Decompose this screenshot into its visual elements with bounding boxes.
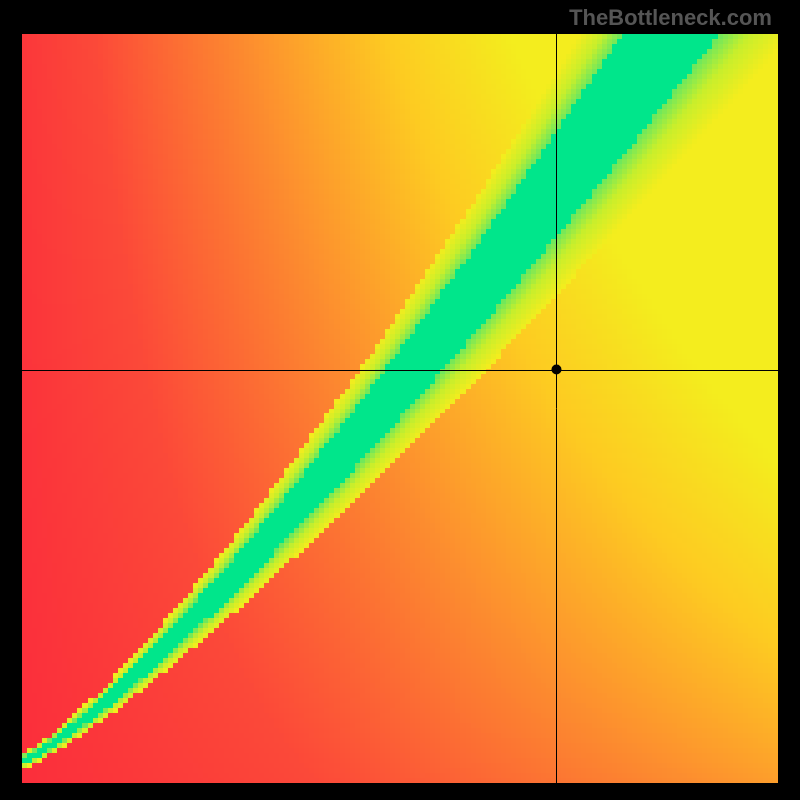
watermark-text: TheBottleneck.com xyxy=(569,5,772,31)
chart-container: TheBottleneck.com xyxy=(0,0,800,800)
bottleneck-heatmap xyxy=(22,34,778,783)
